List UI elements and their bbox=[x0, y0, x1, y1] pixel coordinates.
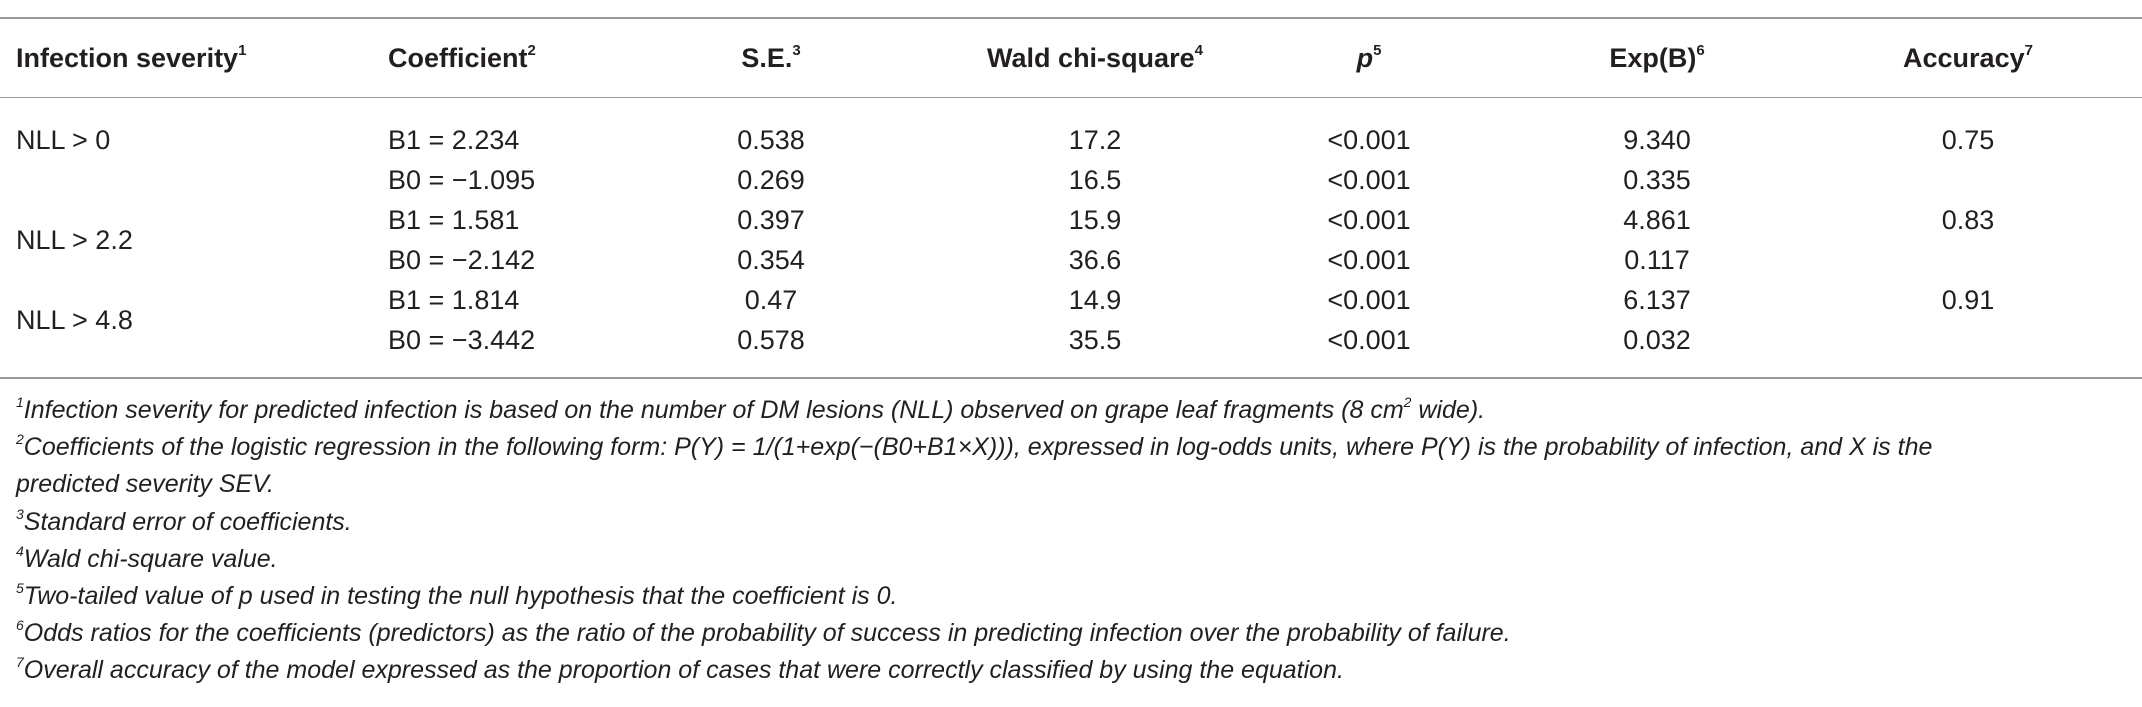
footnote-2-continued: predicted severity SEV. bbox=[16, 470, 274, 498]
se-cell: 0.47 bbox=[744, 285, 798, 315]
wald-cell: 14.9 bbox=[1068, 285, 1122, 315]
accuracy-cell: 0.83 bbox=[1941, 205, 1995, 235]
wald-cell: 17.2 bbox=[1068, 125, 1122, 155]
se-cell: 0.578 bbox=[737, 325, 805, 355]
bottom-rule bbox=[0, 377, 2142, 379]
footnote-2: 2Coefficients of the logistic regression… bbox=[16, 430, 1933, 461]
wald-cell: 36.6 bbox=[1068, 245, 1122, 275]
wald-cell: 15.9 bbox=[1068, 205, 1122, 235]
se-cell: 0.538 bbox=[737, 125, 805, 155]
header-rule bbox=[0, 97, 2142, 98]
coefficient-cell: B0 = −2.142 bbox=[388, 245, 536, 275]
header-expb: Exp(B)6 bbox=[1609, 42, 1705, 73]
severity-cell: NLL > 4.8 bbox=[16, 305, 133, 335]
expb-cell: 6.137 bbox=[1623, 285, 1691, 315]
severity-cell: NLL > 2.2 bbox=[16, 225, 133, 255]
se-cell: 0.397 bbox=[737, 205, 805, 235]
footnote-6: 6Odds ratios for the coefficients (predi… bbox=[16, 616, 1511, 647]
footnote-1: 1Infection severity for predicted infect… bbox=[16, 393, 1486, 424]
header-infection-severity: Infection severity1 bbox=[16, 42, 247, 73]
p-cell: <0.001 bbox=[1327, 205, 1411, 235]
header-accuracy: Accuracy7 bbox=[1903, 42, 2033, 73]
expb-cell: 0.032 bbox=[1623, 325, 1691, 355]
footnote-7: 7Overall accuracy of the model expressed… bbox=[16, 653, 1344, 684]
footnote-4: 4Wald chi-square value. bbox=[16, 542, 278, 573]
coefficient-cell: B0 = −3.442 bbox=[388, 325, 536, 355]
expb-cell: 9.340 bbox=[1623, 125, 1691, 155]
coefficient-cell: B1 = 1.581 bbox=[388, 205, 520, 235]
header-p: p5 bbox=[1356, 42, 1382, 73]
se-cell: 0.354 bbox=[737, 245, 805, 275]
coefficient-cell: B1 = 2.234 bbox=[388, 125, 520, 155]
footnote-3: 3Standard error of coefficients. bbox=[16, 505, 352, 536]
se-cell: 0.269 bbox=[737, 165, 805, 195]
severity-cell: NLL > 0 bbox=[16, 125, 111, 155]
top-rule bbox=[0, 17, 2142, 19]
wald-cell: 35.5 bbox=[1068, 325, 1122, 355]
p-cell: <0.001 bbox=[1327, 245, 1411, 275]
accuracy-cell: 0.91 bbox=[1941, 285, 1995, 315]
coefficient-cell: B0 = −1.095 bbox=[388, 165, 536, 195]
header-wald-chi-square: Wald chi-square4 bbox=[987, 42, 1203, 73]
wald-cell: 16.5 bbox=[1068, 165, 1122, 195]
expb-cell: 0.335 bbox=[1623, 165, 1691, 195]
accuracy-cell: 0.75 bbox=[1941, 125, 1995, 155]
p-cell: <0.001 bbox=[1327, 125, 1411, 155]
header-se: S.E.3 bbox=[741, 42, 801, 73]
p-cell: <0.001 bbox=[1327, 325, 1411, 355]
p-cell: <0.001 bbox=[1327, 165, 1411, 195]
coefficient-cell: B1 = 1.814 bbox=[388, 285, 520, 315]
p-cell: <0.001 bbox=[1327, 285, 1411, 315]
expb-cell: 0.117 bbox=[1624, 245, 1690, 275]
header-coefficient: Coefficient2 bbox=[388, 42, 536, 73]
footnote-5: 5Two-tailed value of p used in testing t… bbox=[16, 579, 898, 610]
expb-cell: 4.861 bbox=[1623, 205, 1691, 235]
